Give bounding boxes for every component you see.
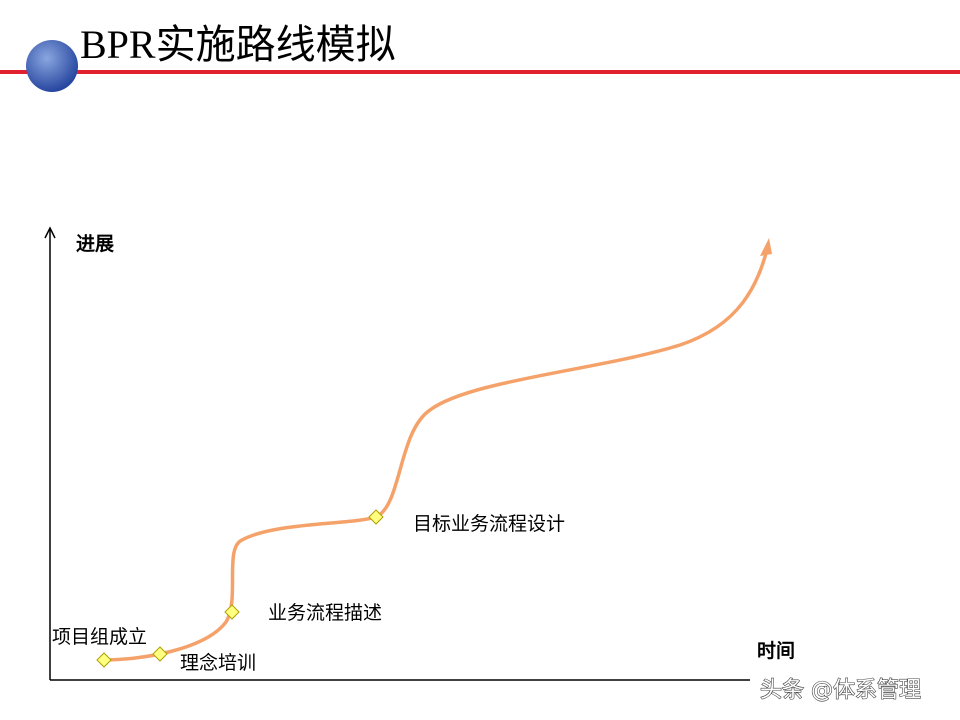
slide-title: BPR实施路线模拟 [80,22,396,67]
curve-arrow [760,238,772,256]
x-axis-label: 时间 [757,640,795,662]
milestone-label: 理念培训 [180,651,256,674]
milestone-marker [152,646,168,662]
progress-curve [103,245,770,662]
y-axis-arrow [44,226,56,239]
milestone-markers [96,509,384,668]
globe-icon [26,40,78,92]
milestone-label: 业务流程描述 [268,602,382,624]
milestone-marker [368,509,384,525]
milestone-marker [96,652,112,668]
watermark: 头条 @体系管理 [760,678,921,703]
y-axis-label: 进展 [76,233,114,255]
milestone-marker [224,604,240,620]
milestone-label: 项目组成立 [52,626,147,648]
milestone-label: 目标业务流程设计 [413,513,565,535]
